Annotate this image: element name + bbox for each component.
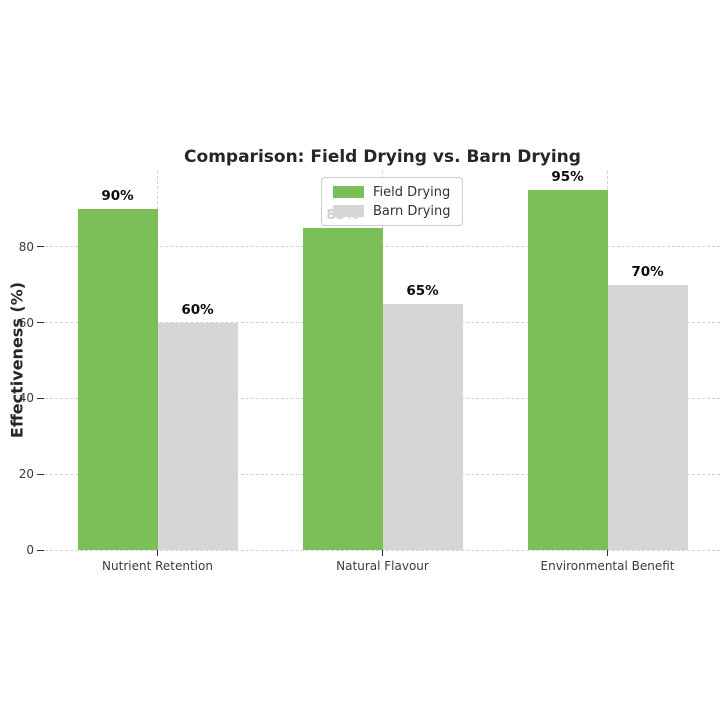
bar-barn-drying-environmental-benefit [607, 284, 688, 550]
y-axis-label: Effectiveness (%) [7, 281, 27, 439]
value-label-field-drying-environmental-benefit: 95% [551, 168, 584, 185]
y-tick-mark-20 [37, 473, 44, 475]
bar-field-drying-natural-flavour [302, 227, 383, 550]
x-tick-label-nutrient-retention: Nutrient Retention [102, 559, 213, 573]
legend-item-field-drying: Field Drying [333, 184, 451, 200]
bar-field-drying-environmental-benefit [527, 189, 608, 550]
y-tick-label-60: 60 [18, 315, 34, 330]
legend: Field Drying Barn Drying [321, 177, 463, 226]
x-tick-label-natural-flavour: Natural Flavour [336, 559, 429, 573]
y-tick-label-20: 20 [18, 467, 34, 482]
bar-barn-drying-natural-flavour [382, 303, 463, 550]
x-tick-label-environmental-benefit: Environmental Benefit [540, 559, 675, 573]
y-tick-mark-0 [37, 549, 44, 551]
plot-area: Field Drying Barn Drying 0 20 40 60 80 Nutrien… [19, 168, 720, 573]
y-tick-label-80: 80 [18, 239, 34, 254]
y-tick-mark-40 [37, 397, 44, 399]
x-tick-mark-natural-flavour [382, 550, 383, 556]
y-tick-mark-80 [37, 246, 44, 248]
legend-item-barn-drying: Barn Drying [333, 203, 451, 219]
bar-field-drying-nutrient-retention [77, 208, 158, 550]
legend-swatch-barn-drying [333, 205, 364, 217]
x-tick-mark-environmental-benefit [607, 550, 608, 556]
value-label-barn-drying-natural-flavour: 65% [406, 282, 439, 299]
value-label-barn-drying-environmental-benefit: 70% [631, 263, 664, 280]
value-label-field-drying-nutrient-retention: 90% [101, 187, 134, 204]
legend-label-field-drying: Field Drying [373, 184, 451, 200]
chart-title: Comparison: Field Drying vs. Barn Drying [184, 147, 581, 167]
y-tick-mark-60 [37, 322, 44, 324]
y-tick-label-40: 40 [18, 391, 34, 406]
bar-barn-drying-nutrient-retention [157, 322, 238, 550]
value-label-barn-drying-nutrient-retention: 60% [181, 301, 214, 318]
legend-label-barn-drying: Barn Drying [373, 203, 451, 219]
y-tick-label-0: 0 [26, 543, 34, 557]
legend-swatch-field-drying [333, 186, 364, 198]
x-tick-mark-nutrient-retention [157, 550, 158, 556]
